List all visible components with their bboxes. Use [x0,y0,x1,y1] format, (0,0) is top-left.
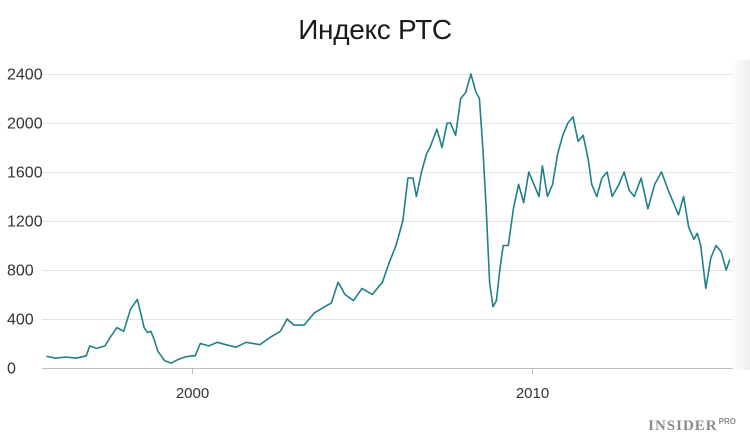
chart-title: Индекс РТС [298,14,452,45]
y-tick-label: 400 [7,312,34,329]
y-tick-label: 2000 [7,116,43,133]
logo-main-text: INSIDER [648,418,718,434]
x-axis-ticks: 2000 2010 [176,368,549,402]
y-tick-label: 1200 [7,214,43,231]
y-tick-label: 1600 [7,165,43,182]
y-axis-ticks: 0 400 800 1200 1600 2000 2400 [7,67,43,378]
grid-lines [42,74,733,320]
series-line-rts-index [46,73,731,364]
plot-edge-shading [731,60,750,370]
y-tick-label: 0 [7,361,16,378]
y-tick-label: 800 [7,263,34,280]
x-tick-label: 2010 [516,385,549,402]
insider-pro-logo: INSIDERPRO [648,417,736,435]
x-tick-label: 2000 [176,385,209,402]
y-tick-label: 2400 [7,67,43,84]
logo-sup-text: PRO [718,417,736,426]
